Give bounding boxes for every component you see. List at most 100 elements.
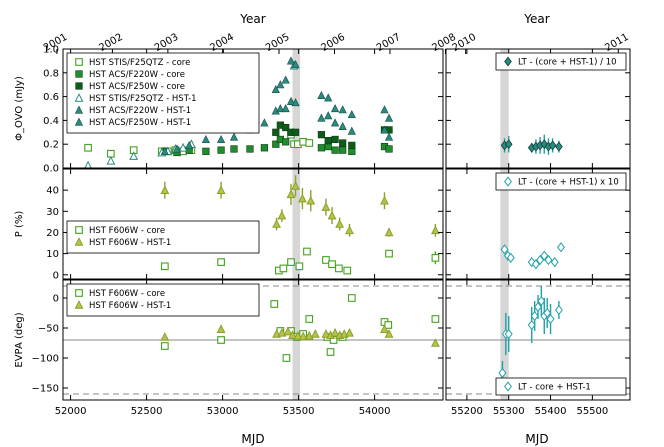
panel-frame-left — [62, 48, 444, 169]
panel-frame-left — [62, 279, 444, 401]
data-point — [339, 139, 347, 147]
data-point — [506, 252, 515, 263]
data-point — [178, 142, 188, 152]
data-point — [348, 147, 356, 155]
data-point — [550, 256, 559, 268]
series-flux-6 — [500, 134, 563, 155]
year-tick-label: 2006 — [319, 32, 347, 54]
data-point — [160, 262, 169, 271]
data-point — [537, 295, 546, 307]
data-point — [326, 348, 335, 356]
data-point — [317, 144, 326, 152]
series-flux-5 — [271, 56, 394, 122]
data-point — [291, 98, 300, 107]
highlight-band-left — [292, 169, 301, 279]
x-tick-label: 52000 — [55, 406, 87, 417]
data-point — [286, 96, 296, 105]
data-point — [84, 143, 92, 152]
panel-frame-left — [62, 168, 444, 280]
legend-marker — [75, 58, 83, 66]
legend-marker — [74, 300, 84, 309]
legend-marker — [504, 56, 512, 67]
highlight-band-right — [500, 49, 509, 168]
y-tick-label: 0.4 — [43, 116, 59, 127]
data-point — [548, 140, 557, 151]
data-point — [304, 330, 314, 340]
y-tick-label: −150 — [32, 384, 59, 395]
data-point — [324, 111, 333, 120]
data-point — [270, 300, 279, 308]
data-point — [306, 195, 316, 205]
legend-label: HST F606W - core — [89, 289, 165, 299]
series-pol-2 — [500, 242, 565, 270]
data-point — [282, 123, 290, 132]
year-tick-label: 2010 — [451, 32, 479, 54]
legend-label: HST STIS/F25QTZ - core — [89, 58, 190, 68]
data-point — [297, 193, 307, 203]
data-point — [282, 138, 290, 146]
y-tick-label: 0 — [53, 270, 59, 281]
data-point — [293, 330, 303, 340]
series-evpa-1 — [160, 324, 440, 347]
series-pol-0 — [160, 247, 440, 275]
year-tick-label: 2005 — [264, 32, 292, 54]
data-point — [327, 210, 337, 220]
panel-frame-right — [445, 48, 631, 169]
data-point — [540, 139, 549, 150]
data-point — [298, 331, 308, 341]
data-point — [347, 126, 356, 135]
x-tick-label: 55300 — [493, 406, 525, 417]
legend-label: HST ACS/F250W - HST-1 — [89, 118, 191, 128]
data-point — [504, 328, 513, 340]
highlight-band-right — [500, 169, 509, 279]
data-point — [339, 146, 347, 154]
legend-marker — [504, 381, 512, 392]
data-point — [338, 105, 347, 114]
y-tick-label: 0 — [53, 294, 59, 305]
series-flux-4 — [160, 96, 394, 155]
data-point — [276, 80, 285, 89]
data-point — [317, 131, 326, 139]
data-point — [272, 140, 280, 148]
series-flux-1 — [161, 135, 393, 157]
y-tick-label: 0.8 — [43, 68, 59, 79]
y-tick-label: 1.0 — [43, 45, 59, 56]
data-point — [324, 137, 332, 145]
data-point — [321, 329, 331, 338]
data-point — [185, 140, 194, 149]
data-point — [286, 189, 296, 199]
bottom-axis-title-right: MJD — [525, 432, 548, 446]
data-point — [384, 329, 394, 338]
legend-label: HST F606W - core — [89, 226, 165, 236]
data-point — [310, 329, 320, 338]
x-tick-label: 53000 — [207, 406, 239, 417]
data-point — [202, 147, 210, 155]
x-tick-label: 52500 — [131, 406, 163, 417]
data-point — [291, 60, 300, 69]
data-points — [83, 56, 565, 385]
data-point — [557, 242, 565, 253]
data-point — [277, 327, 287, 337]
y-tick-label: 0.2 — [43, 140, 59, 151]
data-point — [291, 181, 300, 190]
data-point — [160, 146, 169, 155]
legend-marker — [75, 226, 83, 234]
legend-box-left — [66, 220, 260, 254]
data-point — [229, 132, 239, 141]
data-point — [384, 132, 394, 141]
y-tick-label: 40 — [46, 186, 59, 197]
data-point — [106, 155, 116, 165]
data-point — [160, 332, 170, 341]
data-point — [335, 264, 343, 273]
data-point — [385, 249, 393, 258]
data-point — [504, 139, 513, 150]
data-point — [384, 227, 394, 237]
legend-marker — [75, 82, 83, 90]
legend-label: LT - (core + HST-1) x 10 — [518, 178, 619, 188]
data-point — [160, 342, 169, 350]
legend-box-left — [66, 52, 260, 134]
data-point — [328, 260, 336, 269]
y-tick-label: 0.0 — [43, 164, 59, 175]
data-point — [129, 151, 139, 160]
